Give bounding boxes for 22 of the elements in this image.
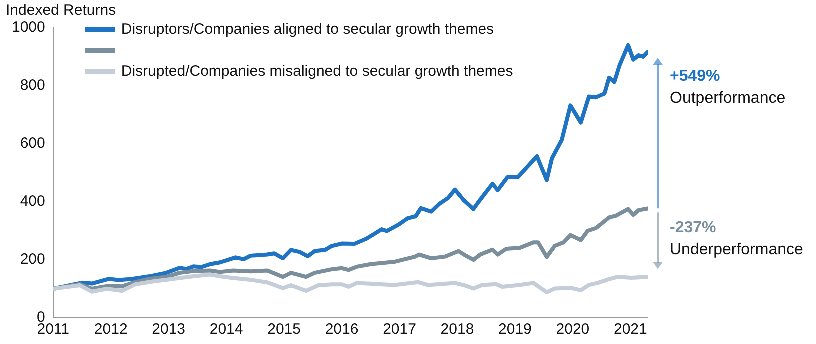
y-tick-label: 200 <box>20 251 46 268</box>
x-tick-label: 2016 <box>325 321 359 338</box>
legend-label: Disruptors/Companies aligned to secular growth themes <box>121 21 494 38</box>
x-tick-label: 2021 <box>614 321 648 338</box>
x-tick-label: 2014 <box>210 321 244 338</box>
x-tick-label: 2012 <box>94 321 128 338</box>
legend-label: Disrupted/Companies misaligned to secular growth themes <box>121 63 514 80</box>
text: +549% <box>670 68 720 85</box>
x-tick-label: 2013 <box>152 321 186 338</box>
x-tick-label: 2020 <box>556 321 590 338</box>
y-tick-label: 800 <box>20 77 46 94</box>
y-tick-label: 400 <box>20 193 46 210</box>
y-tick-label: 600 <box>20 135 46 152</box>
text: -237% <box>670 219 716 236</box>
text: Underperformance <box>670 241 804 258</box>
y-axis-title: Indexed Returns <box>6 2 116 20</box>
y-tick-label: 1000 <box>12 19 46 36</box>
text: Outperformance <box>670 90 786 107</box>
x-tick-label: 2018 <box>440 321 474 338</box>
x-tick-label: 2015 <box>268 321 301 338</box>
x-tick-label: 2019 <box>498 321 532 338</box>
x-tick-label: 2017 <box>383 321 416 338</box>
